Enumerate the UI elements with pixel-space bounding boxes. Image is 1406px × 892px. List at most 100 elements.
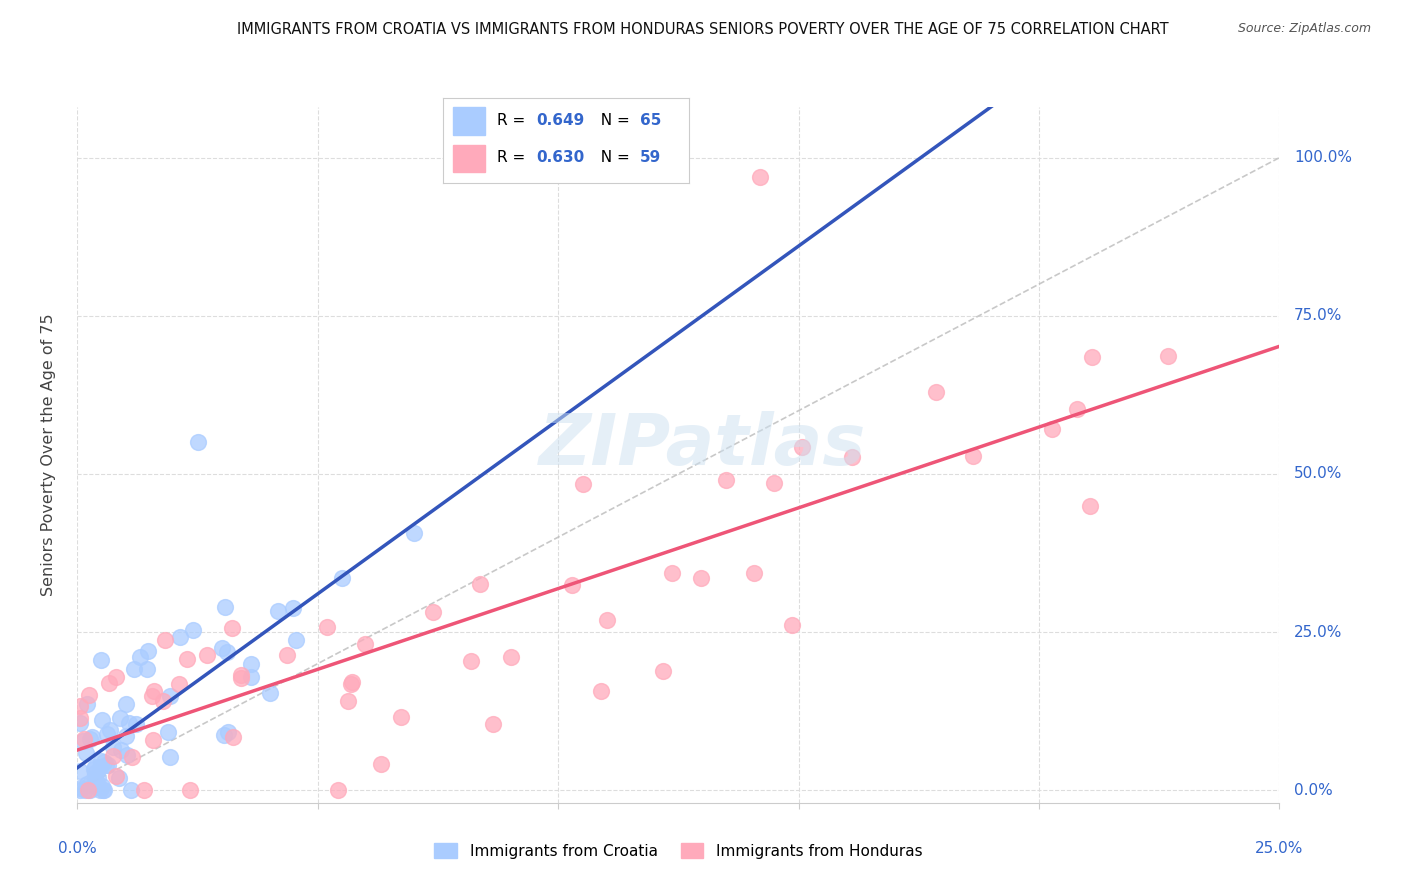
Point [652,665,675,679]
Point [1078,499,1101,513]
Point [215,645,238,659]
Point [79,731,101,746]
Point [89,783,111,797]
Point [69,781,91,796]
Point [76,697,98,711]
Point [714,473,737,487]
Y-axis label: Seniors Poverty Over the Age of 75: Seniors Poverty Over the Age of 75 [41,314,56,596]
Point [84,774,107,789]
Text: 0.0%: 0.0% [1294,782,1333,797]
Point [217,725,239,739]
Point [422,605,444,619]
Point [482,716,505,731]
Point [120,783,142,797]
Point [69,715,91,730]
Point [169,630,191,644]
Point [195,648,218,662]
Point [596,614,619,628]
Point [211,641,233,656]
Point [114,729,136,743]
Point [115,748,138,763]
Point [561,577,583,591]
Point [328,783,350,797]
Point [240,670,263,684]
Point [259,686,281,700]
Point [330,571,353,585]
Point [763,475,786,490]
Point [90,714,112,728]
Text: N =: N = [591,150,634,165]
Bar [453,145,485,172]
Point [104,769,127,783]
Point [231,668,253,682]
Point [75,746,97,760]
Point [841,450,863,465]
Point [134,783,156,797]
Point [181,624,204,638]
Point [240,657,263,672]
Point [1040,422,1063,436]
Point [97,757,120,772]
Point [93,756,115,770]
Point [136,643,159,657]
Point [153,633,176,648]
Point [159,689,181,703]
Bar [453,107,485,135]
Text: IMMIGRANTS FROM CROATIA VS IMMIGRANTS FROM HONDURAS SENIORS POVERTY OVER THE AGE: IMMIGRANTS FROM CROATIA VS IMMIGRANTS FR… [238,22,1168,37]
Point [79,783,101,797]
Point [101,740,124,755]
Point [460,654,482,668]
Point [1081,350,1104,364]
Point [267,604,290,618]
Point [72,734,94,748]
Point [142,733,165,747]
Point [69,764,91,778]
Point [337,694,360,708]
Point [470,577,492,591]
Point [141,689,163,703]
Point [84,766,107,780]
Point [167,677,190,691]
Point [186,435,209,450]
Text: R =: R = [498,113,530,128]
Point [340,677,363,691]
Point [790,440,813,454]
Point [103,748,125,763]
Point [91,779,114,793]
Point [962,450,984,464]
Legend: Immigrants from Croatia, Immigrants from Honduras: Immigrants from Croatia, Immigrants from… [429,837,928,864]
Point [122,662,145,676]
Point [94,758,117,772]
Point [689,571,711,585]
Text: N =: N = [591,113,634,128]
Point [84,760,107,774]
Text: 59: 59 [640,150,661,165]
Point [370,756,392,771]
Point [661,566,683,580]
Point [402,526,425,541]
Point [499,649,522,664]
Point [80,731,103,745]
Point [107,771,129,785]
Point [780,618,803,632]
Point [176,651,198,665]
Point [89,754,111,768]
Point [124,717,146,731]
Point [79,778,101,792]
Point [742,566,765,581]
Point [76,777,98,791]
Point [83,771,105,785]
Point [281,601,304,615]
Text: 0.0%: 0.0% [58,841,97,856]
Point [276,648,298,662]
Text: 50.0%: 50.0% [1294,467,1343,482]
Text: 25.0%: 25.0% [1294,624,1343,640]
Point [749,169,772,184]
Point [142,684,165,698]
Text: ZIPatlas: ZIPatlas [540,411,866,481]
Text: 75.0%: 75.0% [1294,309,1343,323]
Point [159,750,181,764]
Point [354,637,377,651]
Point [589,683,612,698]
Point [572,477,595,491]
